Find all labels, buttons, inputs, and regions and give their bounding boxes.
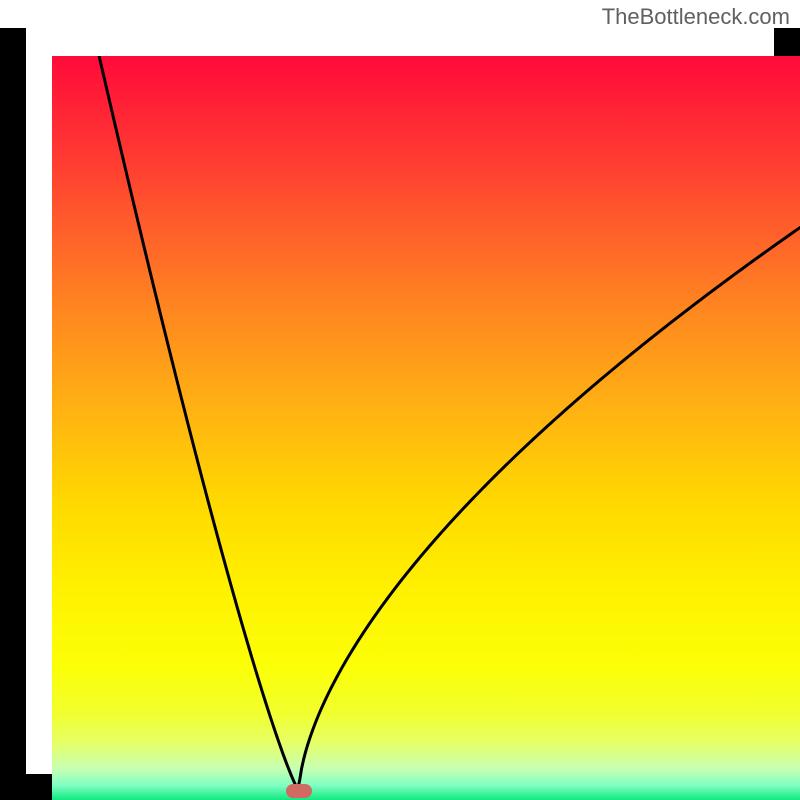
curve-path bbox=[99, 56, 800, 789]
optimum-marker bbox=[286, 784, 312, 798]
bottleneck-curve bbox=[52, 56, 800, 800]
chart-frame bbox=[0, 28, 800, 800]
plot-area bbox=[52, 56, 800, 800]
attribution-text: TheBottleneck.com bbox=[602, 4, 790, 30]
chart-canvas: { "attribution": { "text": "TheBottlenec… bbox=[0, 0, 800, 800]
